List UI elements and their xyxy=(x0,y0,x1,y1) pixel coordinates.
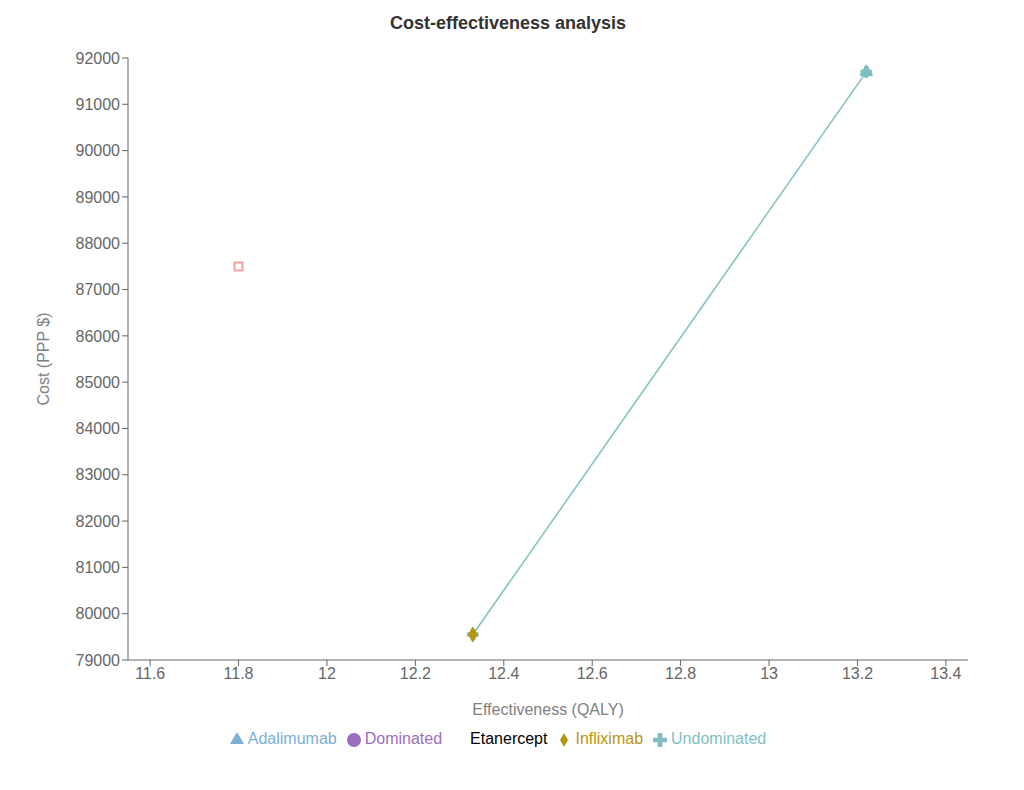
svg-text:11.8: 11.8 xyxy=(224,665,254,682)
svg-text:12.8: 12.8 xyxy=(665,665,696,682)
svg-text:13.4: 13.4 xyxy=(930,665,961,682)
svg-text:87000: 87000 xyxy=(76,281,121,298)
svg-text:Effectiveness (QALY): Effectiveness (QALY) xyxy=(472,701,623,718)
html-text:Etanercept: Etanercept xyxy=(470,730,548,747)
svg-text:80000: 80000 xyxy=(76,605,121,622)
svg-text:92000: 92000 xyxy=(76,50,121,67)
html-text:Cost-effectiveness analysis: Cost-effectiveness analysis xyxy=(389,13,626,33)
svg-text:83000: 83000 xyxy=(76,466,121,483)
svg-text:85000: 85000 xyxy=(76,374,121,391)
html-text:Dominated: Dominated xyxy=(364,730,443,747)
html-text:Undominated: Undominated xyxy=(671,730,767,747)
svg-text:12: 12 xyxy=(318,665,336,682)
svg-text:89000: 89000 xyxy=(76,189,121,206)
html-text:Adalimumab: Adalimumab xyxy=(247,730,337,747)
html-text:Infliximab: Infliximab xyxy=(575,730,643,747)
svg-text:84000: 84000 xyxy=(76,420,121,437)
svg-text:11.6: 11.6 xyxy=(135,665,165,682)
svg-text:81000: 81000 xyxy=(76,559,121,576)
svg-text:12.2: 12.2 xyxy=(400,665,431,682)
svg-text:12.6: 12.6 xyxy=(577,665,608,682)
svg-text:88000: 88000 xyxy=(76,235,121,252)
svg-text:86000: 86000 xyxy=(76,328,121,345)
svg-text:90000: 90000 xyxy=(76,142,121,159)
svg-text:79000: 79000 xyxy=(76,652,121,669)
svg-text:Cost (PPP $): Cost (PPP $) xyxy=(35,312,52,405)
svg-text:82000: 82000 xyxy=(76,513,121,530)
svg-text:12.4: 12.4 xyxy=(488,665,519,682)
svg-text:91000: 91000 xyxy=(76,96,121,113)
svg-text:13: 13 xyxy=(760,665,778,682)
svg-text:13.2: 13.2 xyxy=(842,665,873,682)
